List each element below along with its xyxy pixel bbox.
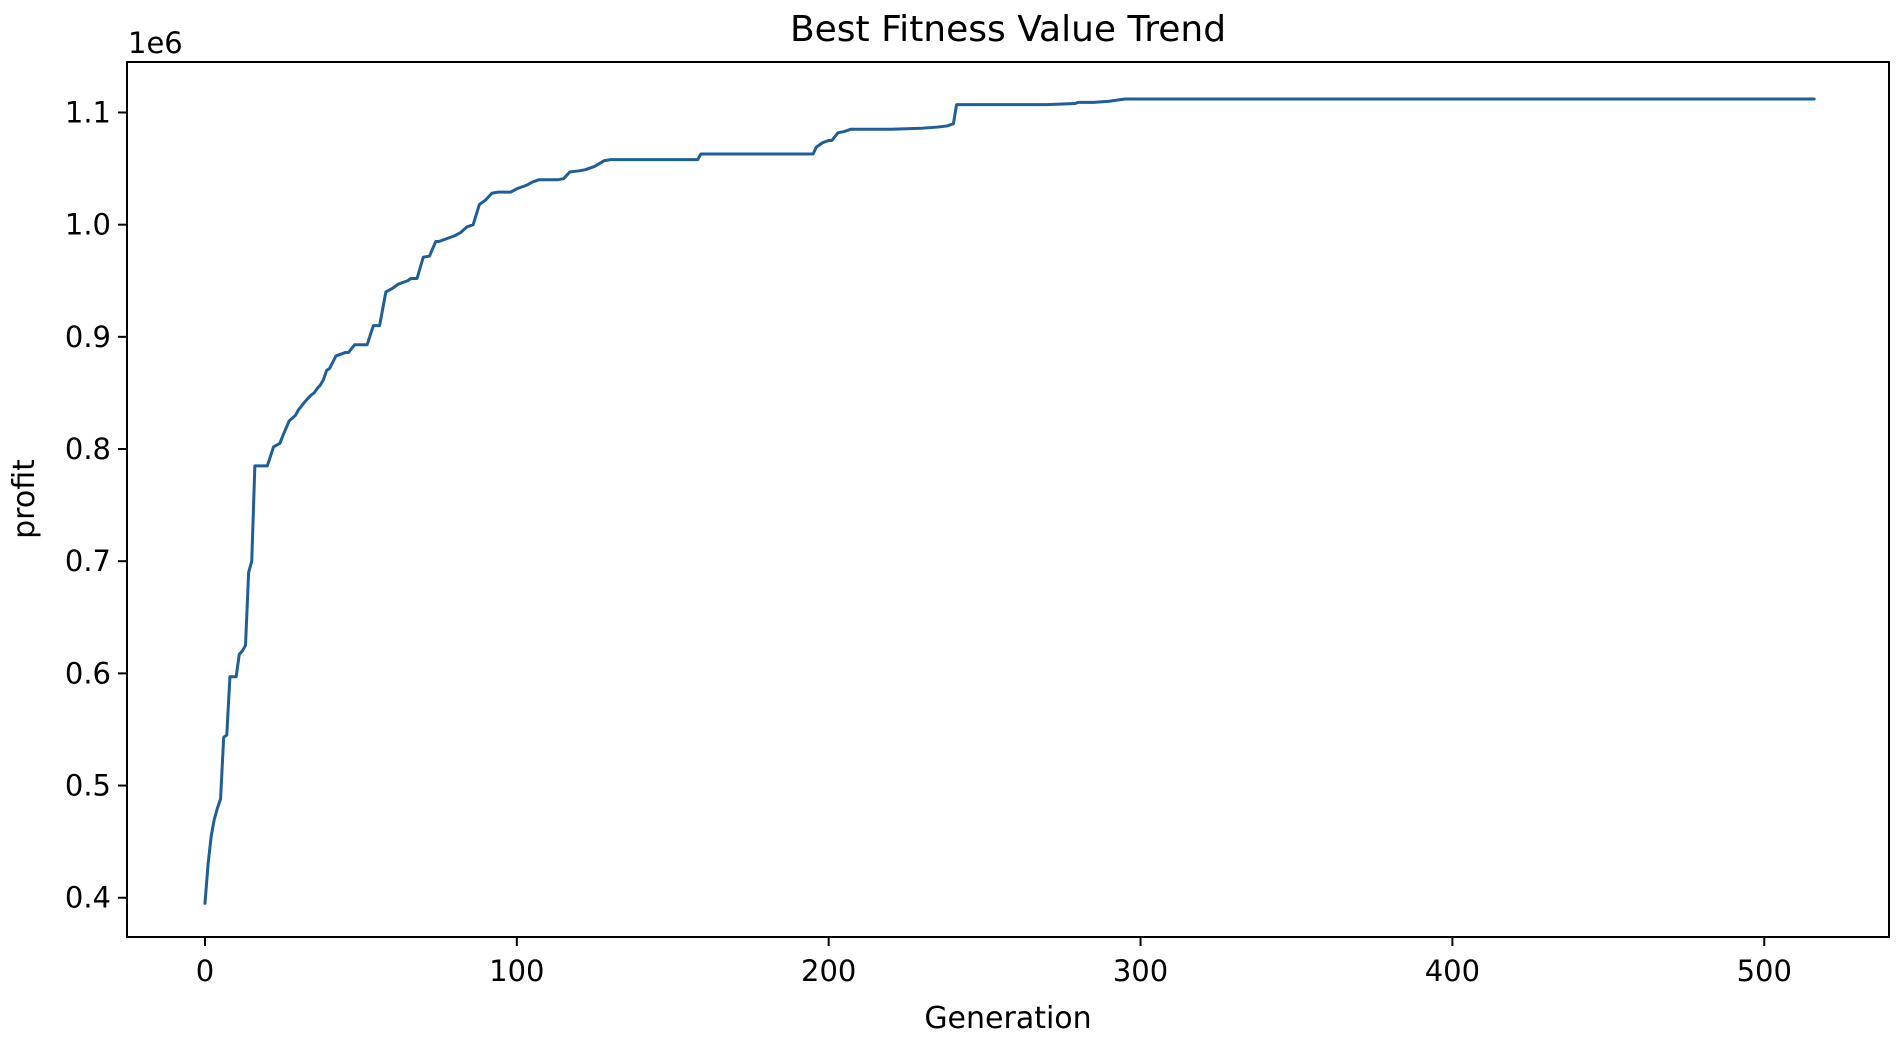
y-axis-offset-label: 1e6	[128, 26, 183, 60]
y-tick-label: 1.1	[65, 95, 111, 129]
x-axis-ticks: 0 100 200 300 400 500	[196, 937, 1792, 988]
y-tick-label: 0.8	[65, 432, 111, 466]
x-tick-label: 200	[801, 954, 856, 988]
y-tick-label: 0.7	[65, 544, 111, 578]
x-axis-title: Generation	[924, 1001, 1091, 1036]
x-tick-label: 300	[1113, 954, 1168, 988]
y-axis-ticks: 0.4 0.5 0.6 0.7 0.8 0.9 1.0 1.1	[65, 95, 127, 915]
chart-title: Best Fitness Value Trend	[790, 9, 1226, 50]
y-tick-label: 0.6	[65, 656, 111, 690]
x-tick-label: 0	[196, 954, 214, 988]
y-tick-label: 1.0	[65, 208, 111, 242]
y-tick-label: 0.9	[65, 320, 111, 354]
y-tick-label: 0.4	[65, 881, 111, 915]
plot-frame	[126, 61, 1890, 938]
series-line	[203, 97, 1816, 905]
y-tick-label: 0.5	[65, 769, 111, 803]
x-tick-label: 100	[489, 954, 544, 988]
y-axis-title: profit	[7, 459, 42, 539]
x-tick-label: 500	[1737, 954, 1792, 988]
plot-area	[126, 61, 1890, 938]
x-tick-label: 400	[1425, 954, 1480, 988]
